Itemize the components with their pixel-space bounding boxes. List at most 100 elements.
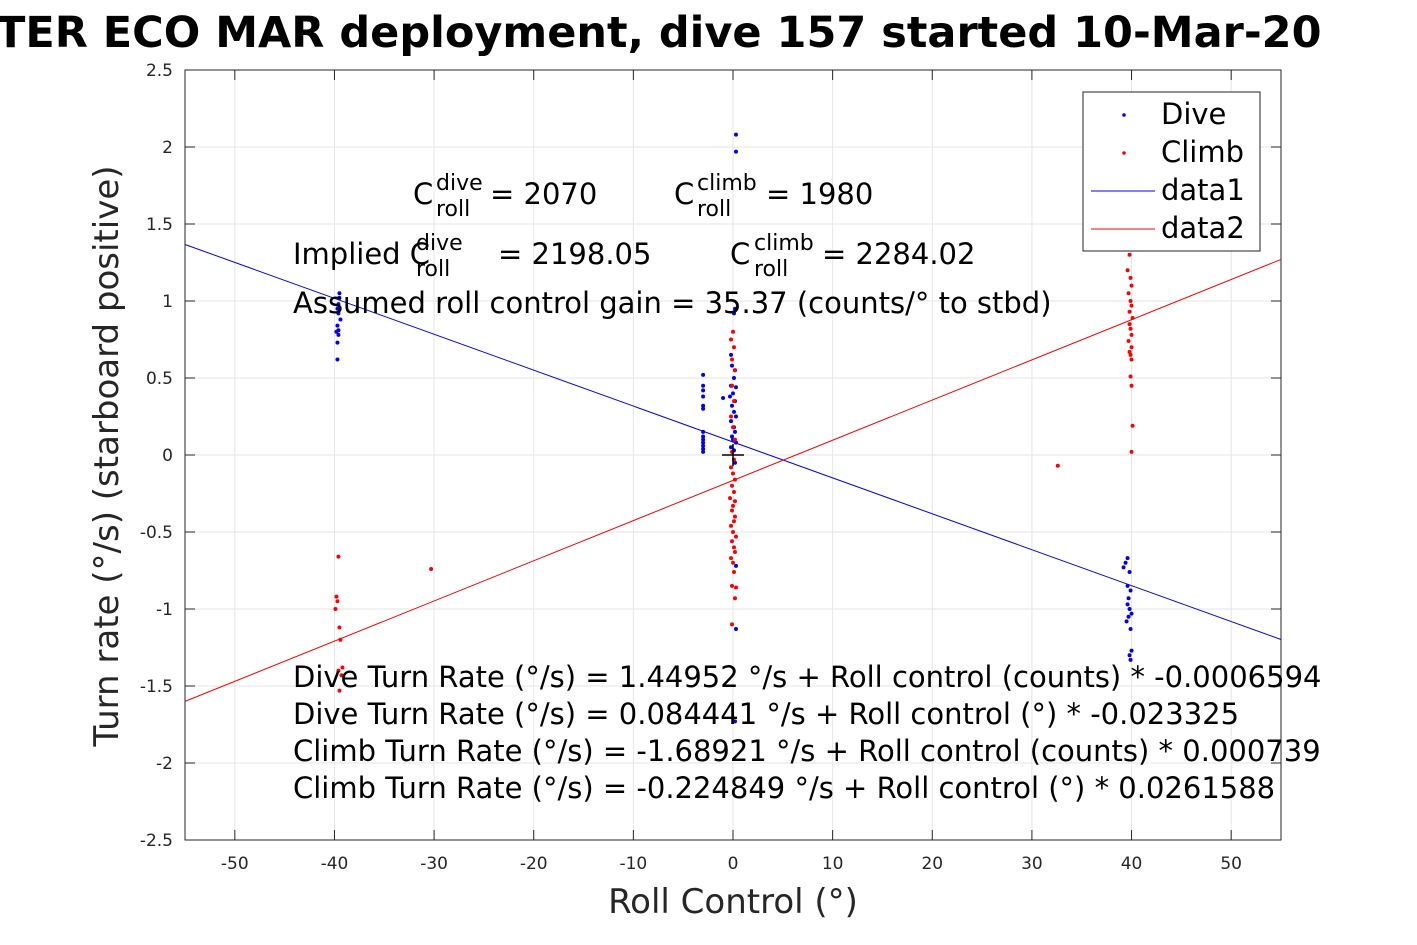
point-climb [731, 530, 735, 534]
point-climb [730, 508, 735, 513]
point-climb [1129, 449, 1134, 454]
point-dive [733, 440, 738, 445]
implied-dive-prefix: Implied C [293, 237, 430, 271]
y-tick-label: -1 [156, 600, 173, 620]
point-climb [340, 665, 345, 670]
implied-dive-sub: roll [416, 257, 450, 282]
point-dive [1127, 653, 1132, 658]
point-dive [338, 317, 343, 322]
x-tick-label: -10 [619, 854, 647, 874]
series-layer [184, 132, 1282, 724]
y-tick-label: 0 [162, 446, 173, 466]
y-tick-label: -2 [156, 754, 173, 774]
point-dive [701, 443, 706, 448]
point-climb [729, 337, 734, 342]
point-dive [1125, 583, 1130, 588]
c-roll-climb-sup: climb [697, 171, 757, 196]
point-dive [337, 295, 342, 300]
point-climb [1130, 423, 1135, 428]
point-climb [729, 523, 734, 528]
point-climb [338, 637, 343, 642]
legend-box [1082, 91, 1261, 252]
equation-dive-counts: Dive Turn Rate (°/s) = 1.44952 °/s + Rol… [293, 660, 1321, 694]
y-tick-label: -1.5 [140, 677, 173, 697]
point-dive [729, 352, 734, 357]
point-climb [1129, 345, 1134, 350]
point-climb [731, 545, 736, 550]
fit-line-data1 [184, 244, 1282, 640]
y-tick-label: -2.5 [140, 831, 173, 851]
point-climb [1130, 315, 1135, 320]
point-dive [1129, 648, 1134, 653]
point-climb [728, 496, 733, 501]
legend-label-data1: data1 [1161, 173, 1245, 207]
point-dive [701, 434, 706, 439]
c-roll-dive-value: = 2070 [490, 177, 597, 211]
y-tick-label: -0.5 [140, 523, 173, 543]
point-climb [337, 625, 342, 630]
point-dive [733, 385, 738, 390]
point-climb [1129, 357, 1134, 362]
point-dive [1127, 570, 1132, 575]
point-climb [333, 607, 338, 611]
point-climb [731, 570, 736, 575]
point-climb [1126, 291, 1131, 296]
c-roll-dive-base: C [413, 177, 433, 211]
equation-climb-degrees: Climb Turn Rate (°/s) = -0.224849 °/s + … [293, 771, 1275, 805]
c-roll-climb-base: C [674, 177, 694, 211]
x-tick-label: -20 [520, 854, 548, 874]
implied-dive-annotation: Implied C dive roll = 2198.05 [293, 223, 651, 283]
point-dive [335, 306, 340, 311]
equation-dive-degrees: Dive Turn Rate (°/s) = 0.084441 °/s + Ro… [293, 697, 1239, 731]
equation-climb-counts: Climb Turn Rate (°/s) = -1.68921 °/s + R… [293, 734, 1321, 768]
point-dive [1128, 657, 1133, 662]
point-dive [732, 719, 737, 724]
point-dive [733, 563, 738, 568]
point-dive [334, 329, 339, 334]
point-dive [336, 302, 341, 307]
point-dive [701, 446, 706, 451]
implied-dive-value: = 2198.05 [498, 237, 651, 271]
y-tick-label: 1 [162, 292, 173, 312]
point-climb [731, 503, 735, 508]
c-roll-climb-sub: roll [697, 197, 731, 222]
point-climb [732, 477, 737, 482]
c-roll-climb-value: = 1980 [766, 177, 873, 211]
point-dive [701, 440, 706, 445]
point-dive [1127, 607, 1132, 611]
legend-label-dive: Dive [1161, 97, 1226, 131]
point-dive [701, 406, 706, 411]
point-dive [1129, 611, 1134, 616]
x-tick-label: -30 [420, 854, 448, 874]
point-dive [732, 306, 737, 311]
point-dive [731, 311, 736, 316]
point-climb [730, 483, 735, 488]
legend-label-data2: data2 [1161, 211, 1245, 245]
y-tick-label: 2 [162, 138, 173, 158]
point-climb [730, 539, 735, 544]
point-dive [732, 429, 737, 434]
c-roll-dive-sup: dive [436, 171, 483, 196]
point-dive [335, 340, 340, 345]
point-climb [1128, 374, 1133, 379]
point-climb [732, 499, 737, 504]
point-dive [701, 388, 706, 393]
implied-climb-value: = 2284.02 [822, 237, 975, 271]
implied-climb-sup: climb [754, 231, 814, 256]
point-climb [732, 514, 737, 519]
point-climb [1055, 463, 1060, 468]
point-dive [731, 409, 736, 414]
point-climb [1129, 303, 1134, 308]
point-dive [336, 332, 341, 337]
legend-marker-dive [1122, 113, 1126, 117]
implied-climb-annotation: C climb roll = 2284.02 [730, 223, 975, 283]
c-roll-climb-annotation: C climb roll = 1980 [674, 163, 873, 223]
point-climb [1129, 332, 1134, 337]
c-roll-dive-sub: roll [436, 197, 470, 222]
point-dive [1125, 602, 1130, 607]
point-climb [1129, 283, 1134, 288]
point-climb [1127, 349, 1132, 354]
x-tick-label: 0 [728, 854, 739, 874]
point-dive [1125, 556, 1130, 561]
point-climb [733, 534, 738, 539]
